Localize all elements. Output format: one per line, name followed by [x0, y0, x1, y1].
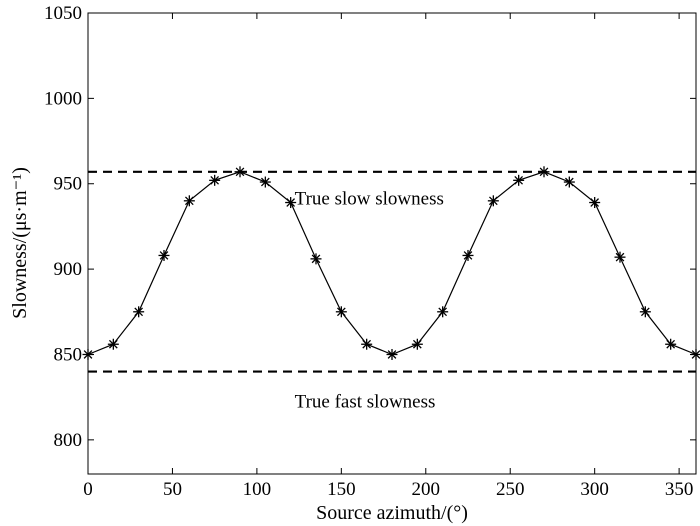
data-point [614, 251, 626, 263]
data-point [310, 253, 322, 265]
data-point [133, 306, 145, 318]
y-tick-label: 800 [54, 430, 83, 451]
y-tick-label: 900 [54, 259, 83, 280]
x-tick-label: 300 [580, 479, 609, 500]
x-tick-label: 250 [496, 479, 525, 500]
y-tick-label: 1050 [44, 3, 82, 24]
data-point [437, 306, 449, 318]
y-tick-label: 1000 [44, 88, 82, 109]
data-point [538, 166, 550, 178]
data-point [487, 195, 499, 207]
x-axis-ticks: 0 50 100 150 200 250 300 350 [83, 13, 693, 500]
series-layer [82, 166, 700, 360]
annotation-label: True slow slowness [295, 189, 444, 210]
y-tick-label: 950 [54, 174, 83, 195]
data-point [234, 166, 246, 178]
data-point [335, 306, 347, 318]
x-tick-label: 0 [83, 479, 93, 500]
y-tick-label: 850 [54, 344, 83, 365]
data-point [462, 249, 474, 261]
data-point [361, 338, 373, 350]
x-tick-label: 50 [163, 479, 182, 500]
x-tick-label: 350 [665, 479, 694, 500]
x-axis-label: Source azimuth/(°) [316, 502, 468, 524]
x-tick-label: 150 [327, 479, 356, 500]
data-point [665, 338, 677, 350]
plot-frame [87, 12, 697, 475]
y-axis-ticks: 800 850 900 950 1000 1050 [44, 3, 696, 451]
data-point [386, 348, 398, 360]
data-point [259, 176, 271, 188]
data-point [183, 195, 195, 207]
annotations: True slow slowness True fast slowness [295, 189, 444, 413]
data-point [589, 197, 601, 209]
y-axis-label: Slowness/(μs·m⁻¹) [9, 167, 31, 319]
data-point [285, 197, 297, 209]
x-tick-label: 100 [243, 479, 272, 500]
x-tick-label: 200 [412, 479, 441, 500]
data-point [513, 174, 525, 186]
reference-lines [88, 170, 696, 373]
data-point [563, 176, 575, 188]
data-point [209, 174, 221, 186]
data-point [411, 338, 423, 350]
data-point [107, 338, 119, 350]
data-point [639, 306, 651, 318]
annotation-label: True fast slowness [295, 392, 436, 413]
data-point [158, 249, 170, 261]
